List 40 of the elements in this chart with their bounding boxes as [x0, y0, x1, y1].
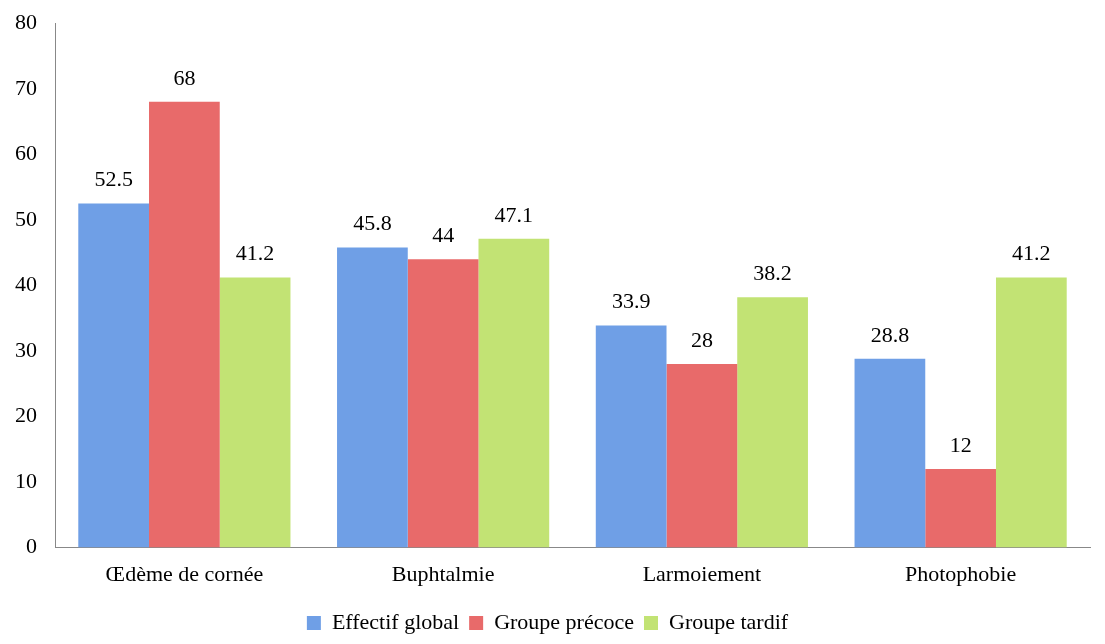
y-tick-label: 70 [15, 74, 37, 100]
y-tick-label: 0 [26, 533, 37, 559]
data-label: 45.8 [353, 210, 392, 236]
bar [337, 247, 408, 548]
y-tick-label: 60 [15, 140, 37, 166]
bar [595, 325, 667, 548]
data-label: 38.2 [753, 259, 792, 285]
data-label: 12 [949, 431, 972, 457]
legend-label: Groupe tardif [669, 608, 789, 634]
bar [737, 297, 808, 548]
data-label: 52.5 [94, 166, 133, 192]
bar [995, 277, 1067, 548]
x-tick-label: Larmoiement [642, 560, 762, 586]
bar [854, 358, 926, 548]
y-tick-label: 30 [15, 336, 37, 362]
bar [666, 364, 738, 548]
bar [149, 101, 220, 548]
y-tick-label: 50 [15, 205, 37, 231]
data-label: 28.8 [870, 321, 910, 347]
data-label: 28 [690, 326, 713, 352]
y-tick-label: 10 [15, 467, 37, 493]
data-label: 68 [173, 64, 196, 90]
x-tick-label: Buphtalmie [391, 560, 495, 586]
x-tick-label: Photophobie [905, 560, 1017, 586]
bar [219, 277, 291, 548]
bar [478, 238, 550, 548]
legend-label: Groupe précoce [494, 608, 635, 634]
y-tick-label: 40 [15, 271, 37, 297]
y-tick-label: 80 [15, 8, 37, 34]
y-tick-label: 20 [15, 402, 37, 428]
x-tick-label: Œdème de cornée [105, 560, 264, 586]
bar [407, 259, 479, 548]
data-label: 41.2 [235, 240, 275, 266]
data-label: 41.2 [1012, 240, 1051, 266]
data-label: 47.1 [494, 201, 534, 227]
data-label: 44 [432, 221, 455, 247]
legend-label: Effectif global [331, 608, 460, 634]
bar [925, 468, 996, 548]
data-label: 33.9 [611, 288, 651, 314]
bar [78, 203, 150, 548]
